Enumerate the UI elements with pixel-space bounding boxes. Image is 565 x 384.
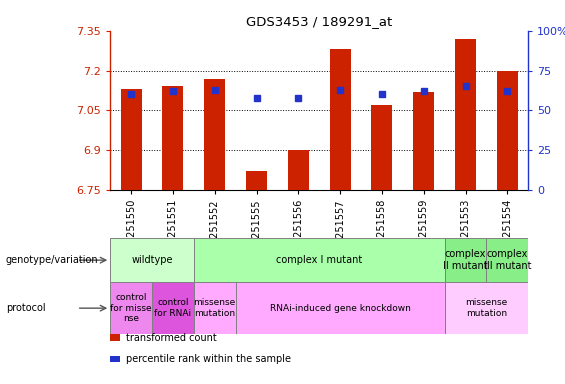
Bar	[445, 282, 528, 334]
Text: complex
II mutant: complex II mutant	[444, 249, 488, 271]
Text: missense
mutation: missense mutation	[194, 298, 236, 318]
Text: RNAi-induced gene knockdown: RNAi-induced gene knockdown	[270, 304, 411, 313]
Text: wildtype: wildtype	[131, 255, 173, 265]
Bar	[288, 150, 308, 190]
Bar	[194, 238, 445, 282]
Text: missense
mutation: missense mutation	[466, 298, 507, 318]
Bar	[486, 238, 528, 282]
Bar	[120, 89, 141, 190]
Text: genotype/variation: genotype/variation	[6, 255, 98, 265]
Text: complex
III mutant: complex III mutant	[484, 249, 531, 271]
Bar	[110, 282, 152, 334]
Text: control
for misse
nse: control for misse nse	[110, 293, 152, 323]
Title: GDS3453 / 189291_at: GDS3453 / 189291_at	[246, 15, 392, 28]
Bar	[371, 105, 392, 190]
Bar	[204, 78, 225, 190]
Text: percentile rank within the sample: percentile rank within the sample	[126, 354, 291, 364]
Bar	[445, 238, 486, 282]
Bar	[162, 86, 183, 190]
Bar	[246, 172, 267, 190]
Bar	[110, 238, 194, 282]
Bar	[455, 39, 476, 190]
Text: control
for RNAi: control for RNAi	[154, 298, 192, 318]
Bar	[497, 71, 518, 190]
Bar	[413, 92, 434, 190]
Bar	[152, 282, 194, 334]
Bar	[236, 282, 445, 334]
Text: complex I mutant: complex I mutant	[276, 255, 362, 265]
Bar	[329, 49, 350, 190]
Text: transformed count: transformed count	[126, 333, 217, 343]
Text: protocol: protocol	[6, 303, 45, 313]
Bar	[194, 282, 236, 334]
